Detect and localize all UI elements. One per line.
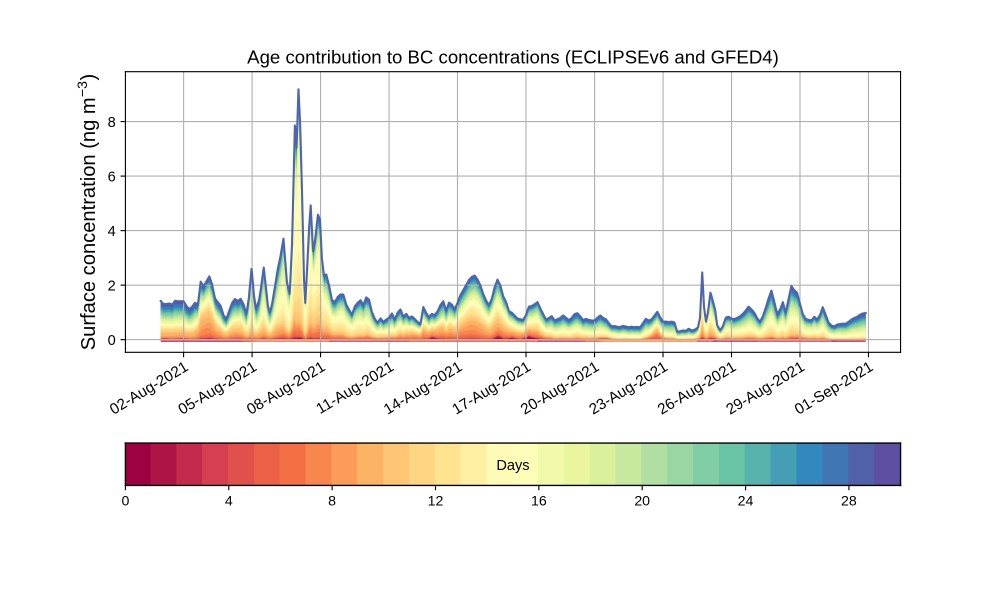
svg-text:8: 8 [328,493,336,509]
svg-text:24: 24 [738,493,754,509]
svg-text:28: 28 [841,493,857,509]
svg-text:Age contribution to BC concent: Age contribution to BC concentrations (E… [247,46,779,67]
svg-text:6: 6 [108,169,116,185]
svg-text:Days: Days [496,458,529,474]
svg-text:S u r f: S u r f a c e c o n c e n t r a t i o n … [67,29,100,350]
svg-text:20: 20 [634,493,650,509]
svg-text:4: 4 [108,224,116,240]
svg-text:8: 8 [108,115,116,131]
svg-text:16: 16 [531,493,547,509]
svg-text:0: 0 [108,333,116,349]
svg-text:2: 2 [108,278,116,294]
svg-text:12: 12 [428,493,444,509]
svg-text:4: 4 [225,493,233,509]
svg-text:0: 0 [121,493,129,509]
